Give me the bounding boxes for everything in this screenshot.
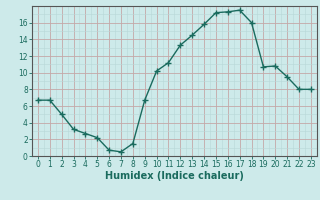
X-axis label: Humidex (Indice chaleur): Humidex (Indice chaleur) xyxy=(105,171,244,181)
